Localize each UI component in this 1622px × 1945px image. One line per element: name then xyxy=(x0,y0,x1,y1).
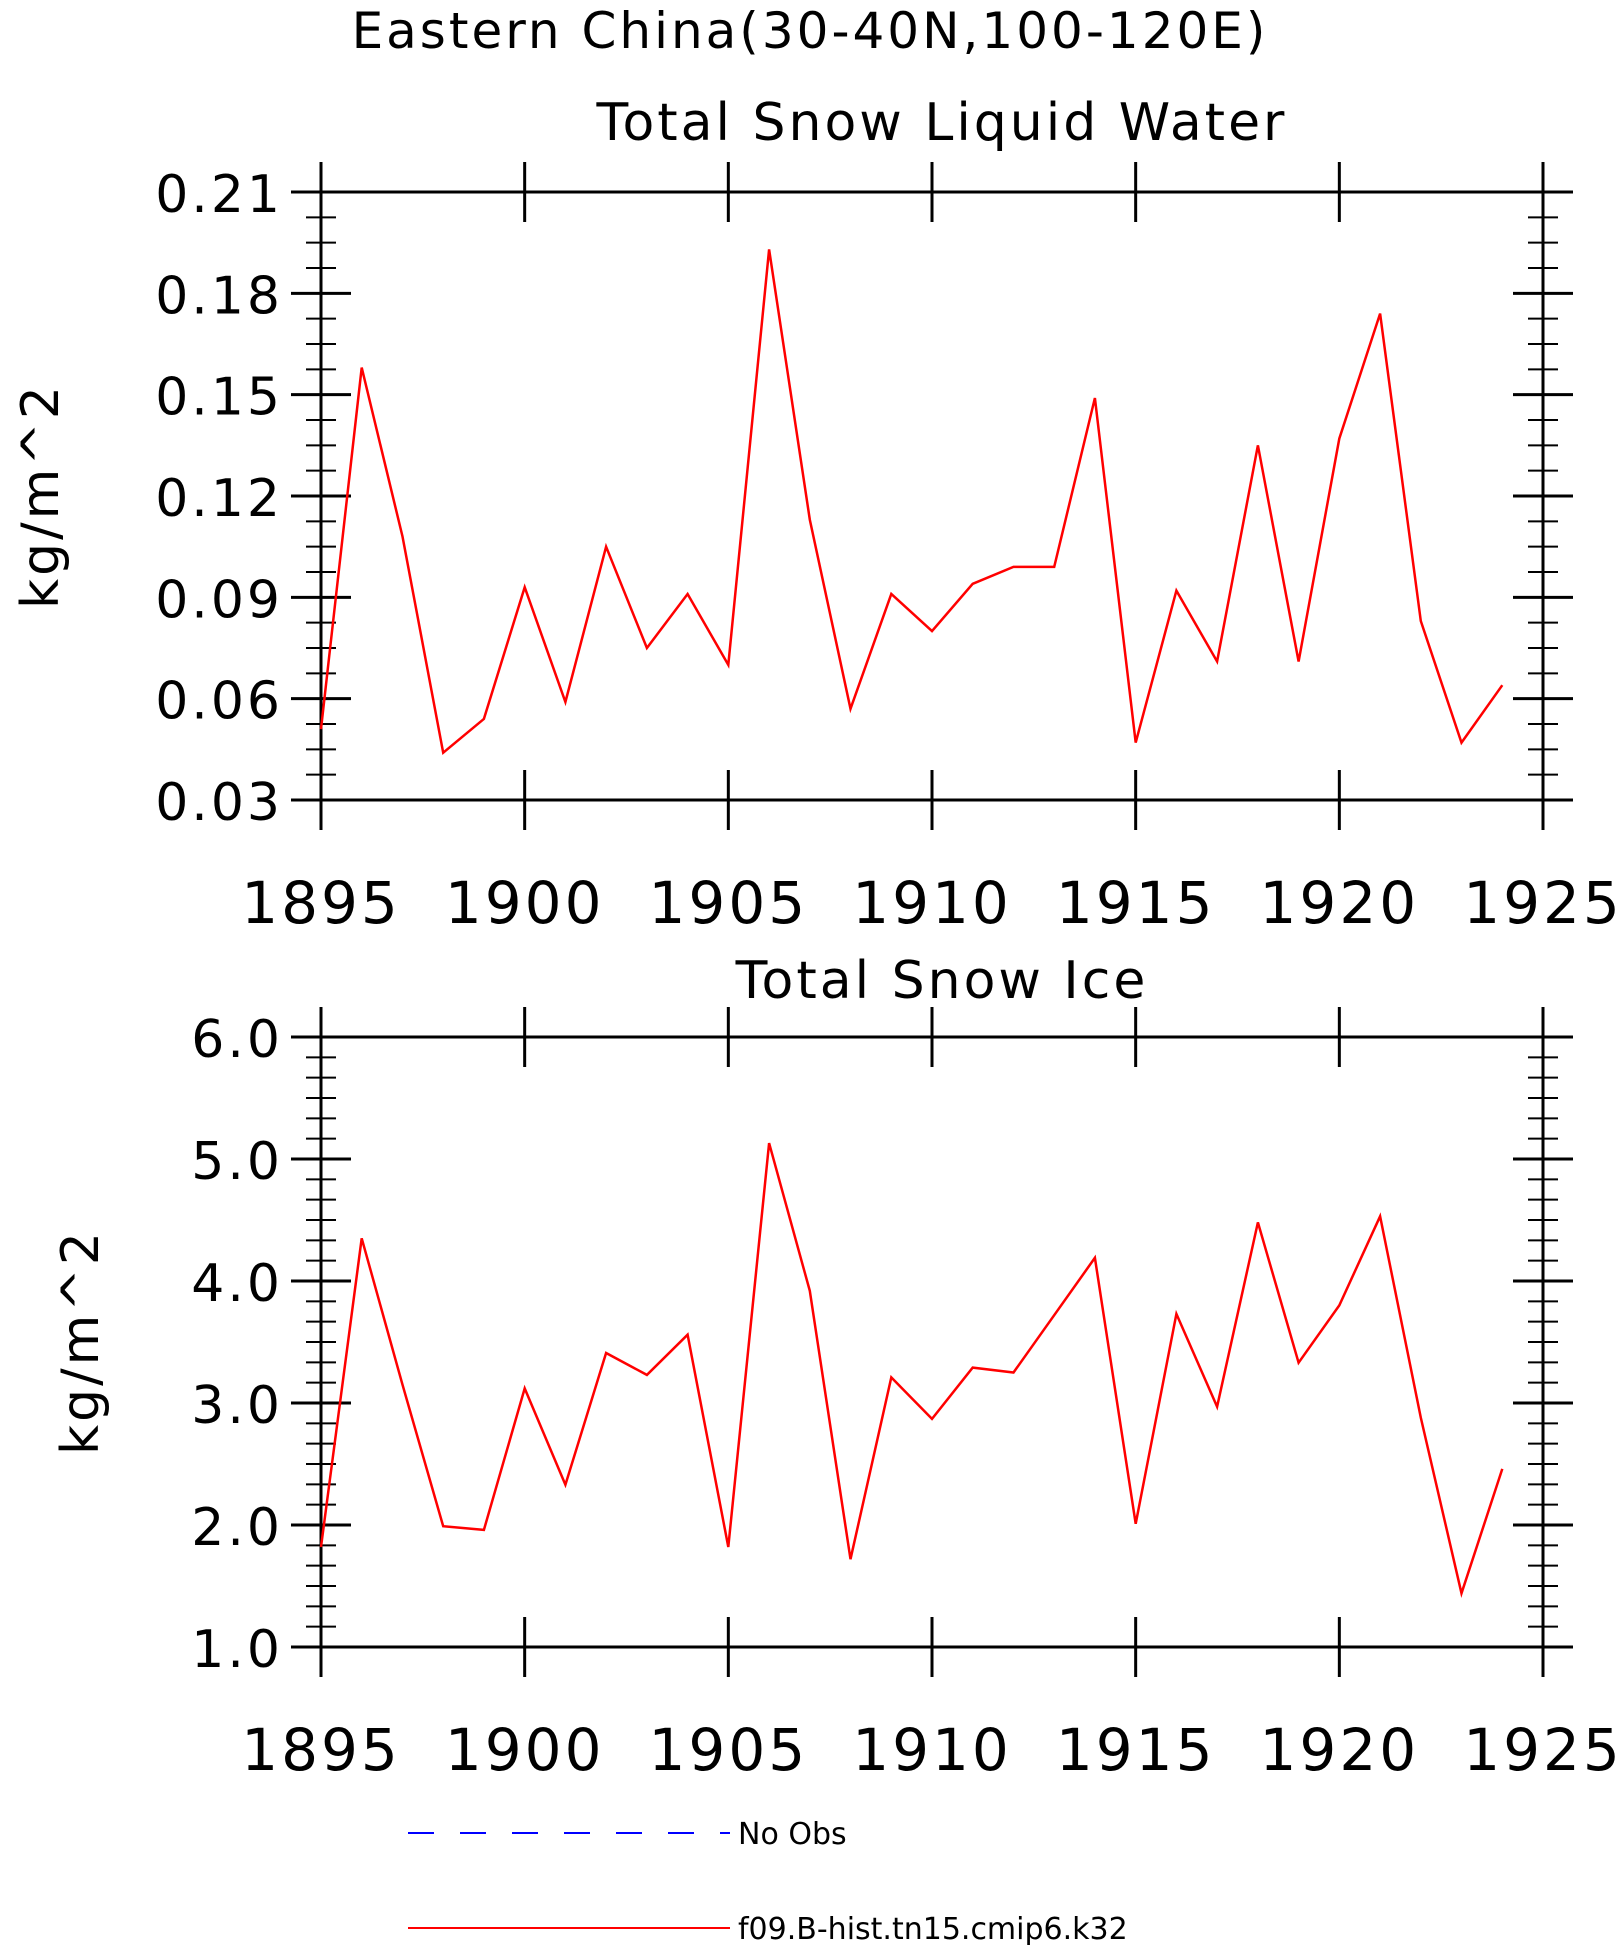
series-line xyxy=(319,1142,1504,1598)
y-axis-label: kg/m^2 xyxy=(11,383,71,609)
x-tick-label: 1910 xyxy=(852,869,1012,937)
y-tick-label: 0.15 xyxy=(155,368,283,428)
x-tick-label: 1905 xyxy=(649,869,809,937)
x-tick-label: 1915 xyxy=(1056,869,1216,937)
x-tick-label: 1895 xyxy=(241,869,401,937)
plot-frame xyxy=(319,190,1545,802)
legend: No Obs f09.B-hist.tn15.cmip6.k32 xyxy=(408,1817,1128,1945)
figure-title: Eastern China(30-40N,100-120E) xyxy=(352,2,1269,60)
x-tick-label: 1925 xyxy=(1463,869,1622,937)
y-tick-label: 0.12 xyxy=(155,469,283,529)
y-tick-label: 0.18 xyxy=(155,266,283,326)
y-tick-label: 4.0 xyxy=(191,1254,283,1314)
x-tick-label: 1900 xyxy=(445,1716,605,1784)
y-tick-label: 0.21 xyxy=(155,165,283,225)
y-tick-label: 5.0 xyxy=(191,1132,283,1192)
chart-title: Total Snow Liquid Water xyxy=(596,93,1288,153)
x-tick-label: 1920 xyxy=(1260,1716,1420,1784)
y-tick-label: 0.03 xyxy=(155,773,283,833)
x-tick-label: 1920 xyxy=(1260,869,1420,937)
panel-liquid-water: Total Snow Liquid Water kg/m^2 1895 1900 190… xyxy=(11,93,1622,937)
x-tick-label: 1905 xyxy=(649,1716,809,1784)
y-tick-label: 0.09 xyxy=(155,570,283,630)
y-tick-label: 0.06 xyxy=(155,672,283,732)
x-tick-label: 1915 xyxy=(1056,1716,1216,1784)
plot-frame xyxy=(319,1035,1545,1649)
y-tick-label: 6.0 xyxy=(191,1010,283,1070)
series-line xyxy=(319,249,1504,756)
y-axis-label: kg/m^2 xyxy=(51,1229,111,1455)
x-tick-label: 1925 xyxy=(1463,1716,1622,1784)
chart-title: Total Snow Ice xyxy=(735,951,1149,1011)
y-tick-label: 3.0 xyxy=(191,1376,283,1436)
x-tick-label: 1900 xyxy=(445,869,605,937)
x-tick-label: 1910 xyxy=(852,1716,1012,1784)
y-tick-label: 1.0 xyxy=(191,1620,283,1680)
panel-snow-ice: Total Snow Ice kg/m^2 1895 1900 1905 1910 1915… xyxy=(51,951,1622,1784)
legend-model-label: f09.B-hist.tn15.cmip6.k32 xyxy=(738,1912,1128,1945)
y-tick-label: 2.0 xyxy=(191,1498,283,1558)
legend-no-obs-label: No Obs xyxy=(738,1817,847,1852)
x-tick-label: 1895 xyxy=(241,1716,401,1784)
